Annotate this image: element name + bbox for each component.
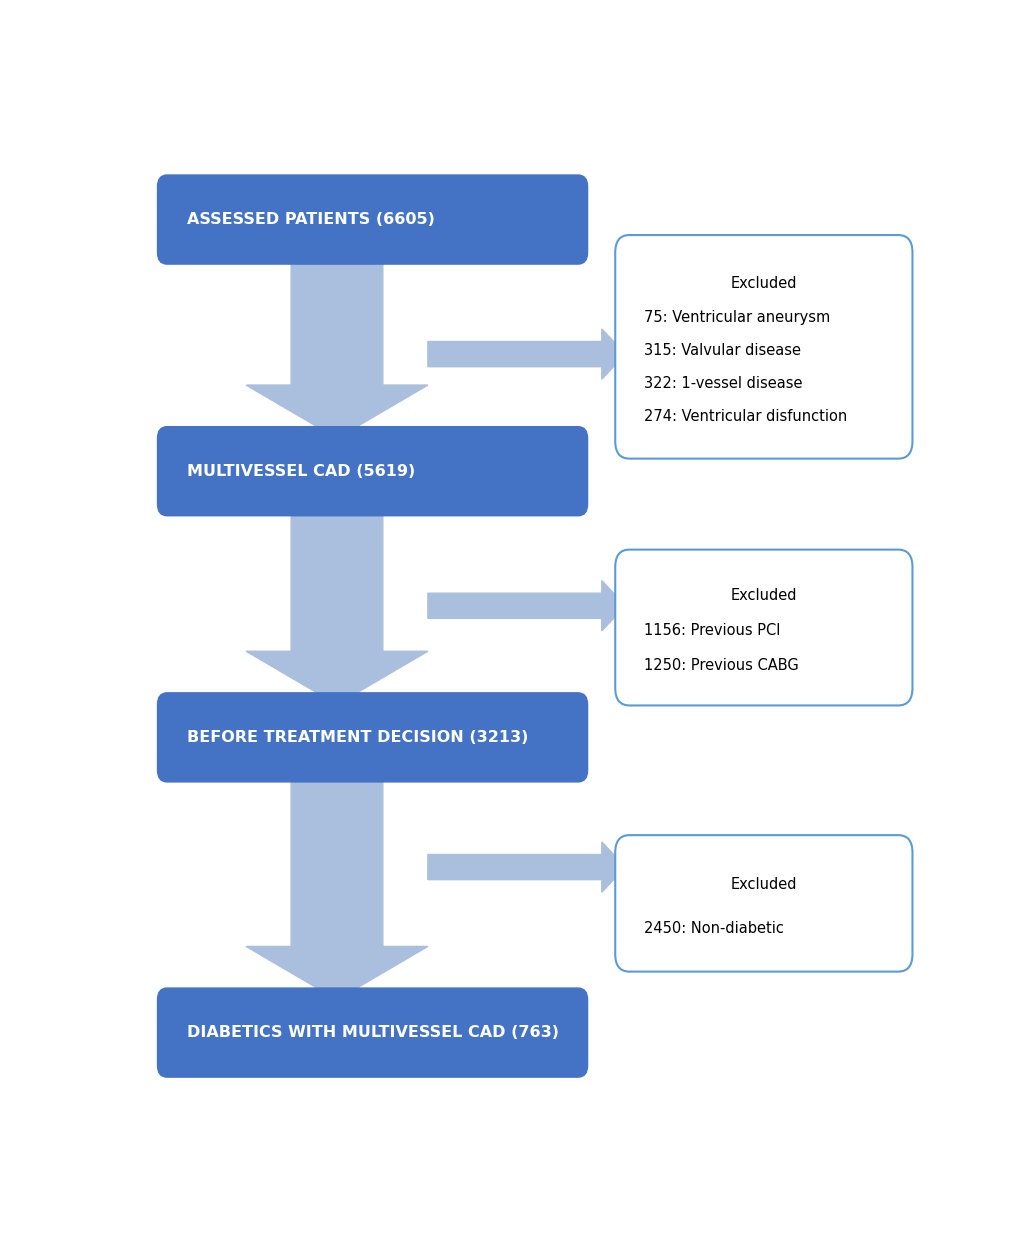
- Polygon shape: [428, 842, 625, 892]
- Text: MULTIVESSEL CAD (5619): MULTIVESSEL CAD (5619): [186, 464, 415, 479]
- FancyBboxPatch shape: [614, 835, 912, 972]
- FancyBboxPatch shape: [157, 426, 587, 515]
- Polygon shape: [428, 581, 625, 631]
- FancyBboxPatch shape: [157, 693, 587, 782]
- Polygon shape: [246, 253, 428, 439]
- Text: Excluded: Excluded: [730, 587, 796, 602]
- Text: 274: Ventricular disfunction: 274: Ventricular disfunction: [643, 410, 846, 425]
- Text: 322: 1-vessel disease: 322: 1-vessel disease: [643, 376, 801, 391]
- Polygon shape: [246, 771, 428, 999]
- FancyBboxPatch shape: [157, 988, 587, 1077]
- Text: 2450: Non-diabetic: 2450: Non-diabetic: [643, 921, 783, 936]
- Text: 1156: Previous PCI: 1156: Previous PCI: [643, 623, 780, 639]
- FancyBboxPatch shape: [614, 235, 912, 459]
- FancyBboxPatch shape: [614, 549, 912, 705]
- Text: 75: Ventricular aneurysm: 75: Ventricular aneurysm: [643, 309, 829, 324]
- Text: Excluded: Excluded: [730, 877, 796, 891]
- Text: 1250: Previous CABG: 1250: Previous CABG: [643, 659, 798, 674]
- Text: 315: Valvular disease: 315: Valvular disease: [643, 343, 800, 358]
- Text: DIABETICS WITH MULTIVESSEL CAD (763): DIABETICS WITH MULTIVESSEL CAD (763): [186, 1026, 558, 1040]
- Polygon shape: [246, 504, 428, 704]
- FancyBboxPatch shape: [157, 175, 587, 264]
- Text: Excluded: Excluded: [730, 277, 796, 292]
- Text: BEFORE TREATMENT DECISION (3213): BEFORE TREATMENT DECISION (3213): [186, 730, 528, 745]
- Polygon shape: [428, 329, 625, 380]
- Text: ASSESSED PATIENTS (6605): ASSESSED PATIENTS (6605): [186, 212, 434, 228]
